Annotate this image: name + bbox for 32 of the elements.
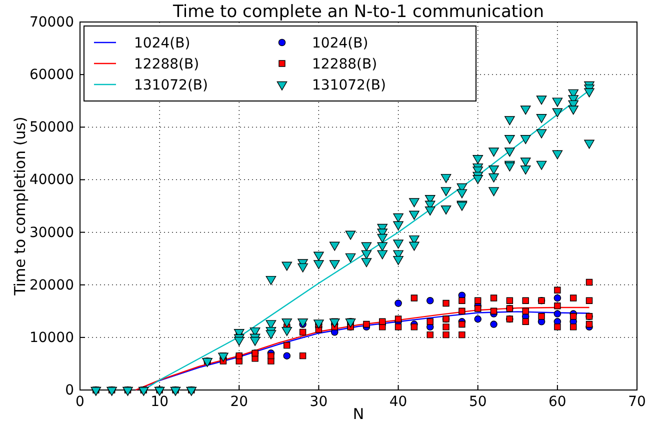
legend-label: 12288(B) bbox=[134, 56, 200, 72]
point bbox=[474, 315, 482, 323]
y-tick-label: 40000 bbox=[29, 172, 74, 188]
point bbox=[554, 294, 562, 302]
legend-label: 1024(B) bbox=[134, 36, 190, 52]
x-tick-label: 30 bbox=[310, 394, 328, 410]
x-tick-label: 60 bbox=[548, 394, 566, 410]
legend-label: 1024(B) bbox=[312, 36, 368, 52]
point bbox=[554, 310, 562, 318]
x-tick-label: 20 bbox=[230, 394, 248, 410]
y-tick-label: 30000 bbox=[29, 224, 74, 241]
y-axis-title: Time to completion (us) bbox=[11, 116, 29, 296]
x-tick-label: 70 bbox=[628, 394, 646, 410]
y-tick-label: 50000 bbox=[29, 120, 74, 136]
x-tick-label: 40 bbox=[389, 394, 408, 410]
chart-title: Time to complete an N-to-1 communication bbox=[172, 2, 544, 22]
point bbox=[426, 296, 434, 304]
y-tick-label: 10000 bbox=[29, 330, 74, 346]
legend-label: 131072(B) bbox=[134, 78, 208, 94]
x-tick-label: 10 bbox=[150, 394, 168, 410]
legend-label: 131072(B) bbox=[312, 78, 386, 94]
point bbox=[394, 300, 402, 307]
y-tick-label: 70000 bbox=[29, 14, 74, 30]
x-tick-label: 0 bbox=[76, 394, 84, 410]
y-tick-label: 0 bbox=[65, 382, 74, 398]
y-tick-label: 20000 bbox=[29, 277, 74, 294]
y-tick-label: 60000 bbox=[29, 67, 74, 84]
legend-label: 12288(B) bbox=[312, 56, 378, 72]
point bbox=[283, 352, 291, 360]
x-tick-label: 50 bbox=[468, 394, 487, 410]
x-axis-title: N bbox=[352, 405, 364, 422]
point bbox=[490, 320, 498, 328]
